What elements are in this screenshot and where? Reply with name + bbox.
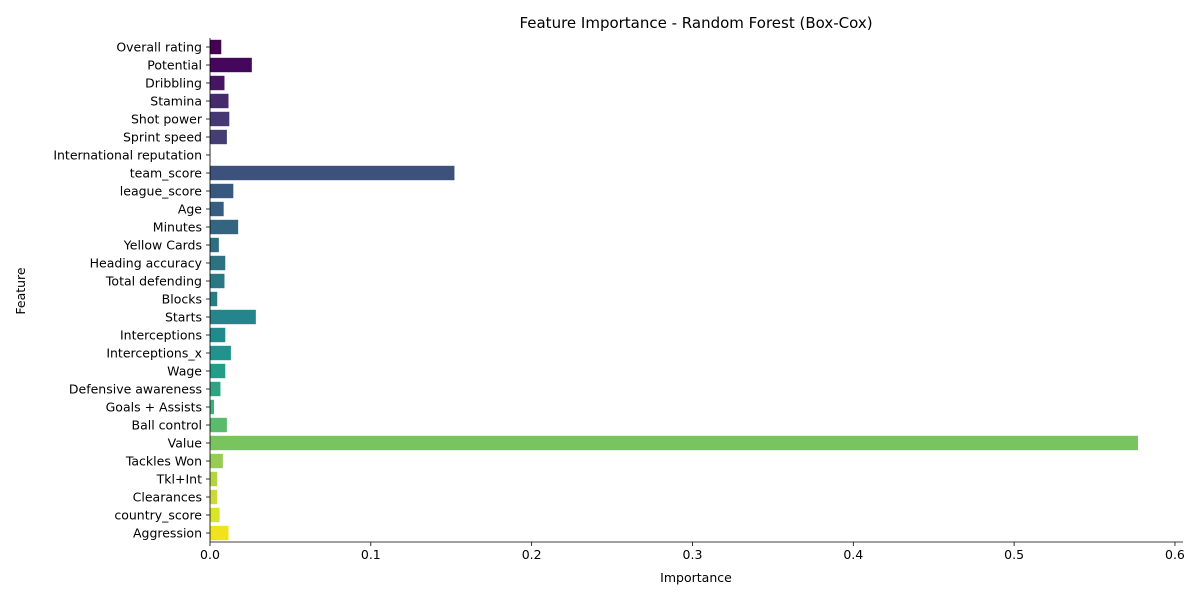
y-tick-label: Tkl+Int (156, 472, 202, 487)
y-tick-label: Blocks (162, 292, 202, 307)
x-tick-label: 0.3 (683, 547, 703, 562)
bar (210, 489, 218, 505)
y-tick-label: Potential (147, 58, 202, 73)
y-tick-label: Interceptions_x (106, 346, 202, 361)
bar (210, 417, 227, 433)
y-tick-label: Stamina (150, 94, 202, 109)
y-tick-label: country_score (114, 508, 202, 523)
y-tick-label: team_score (130, 166, 203, 181)
x-tick-label: 0.5 (1004, 547, 1024, 562)
bar (210, 363, 226, 379)
y-tick-label: Value (168, 436, 203, 451)
bar (210, 201, 224, 217)
y-tick-label: Age (178, 202, 202, 217)
bar (210, 507, 220, 523)
bar (210, 327, 226, 343)
y-tick-label: Dribbling (145, 76, 202, 91)
bar (210, 39, 222, 55)
y-tick-label: Defensive awareness (69, 382, 202, 397)
bar (210, 93, 229, 109)
x-tick-label: 0.6 (1165, 547, 1185, 562)
y-tick-label: Interceptions (120, 328, 202, 343)
bar (210, 219, 239, 235)
y-tick-label: Clearances (133, 490, 202, 505)
y-tick-label: Total defending (105, 274, 202, 289)
y-tick-label: Wage (167, 364, 202, 379)
y-tick-label: Minutes (153, 220, 202, 235)
bar (210, 111, 230, 127)
x-ticks-group: 0.0 0.1 0.2 0.3 0.4 0.5 0.6 (200, 542, 1185, 562)
chart-title: Feature Importance - Random Forest (Box-… (519, 14, 872, 32)
y-axis-label: Feature (13, 267, 28, 315)
bar (210, 381, 221, 397)
bar (210, 453, 223, 469)
bar (210, 165, 455, 181)
y-tick-label: Starts (165, 310, 202, 325)
y-tick-label: Ball control (132, 418, 202, 433)
bar (210, 255, 226, 271)
y-tick-label: Sprint speed (123, 130, 202, 145)
bar (210, 291, 218, 307)
y-tick-label: Yellow Cards (123, 238, 202, 253)
bar (210, 57, 252, 73)
y-ticks-group: Overall rating Potential Dribbling Stamina S… (53, 40, 210, 541)
bar (210, 75, 225, 91)
y-tick-label: Aggression (133, 526, 202, 541)
x-tick-label: 0.0 (200, 547, 220, 562)
bar (210, 399, 215, 415)
bar (210, 345, 231, 361)
bar (210, 183, 234, 199)
bars-group (210, 39, 1138, 541)
y-tick-label: Tackles Won (125, 454, 202, 469)
x-tick-label: 0.1 (361, 547, 381, 562)
bar (210, 471, 218, 487)
x-axis-label: Importance (660, 570, 732, 585)
bar (210, 273, 225, 289)
bar (210, 237, 219, 253)
x-tick-label: 0.4 (843, 547, 863, 562)
y-tick-label: Heading accuracy (90, 256, 203, 271)
bar (210, 129, 227, 145)
y-tick-label: Shot power (131, 112, 203, 127)
y-tick-label: league_score (120, 184, 203, 199)
bar (210, 435, 1138, 451)
x-tick-label: 0.2 (522, 547, 542, 562)
y-tick-label: Goals + Assists (106, 400, 202, 415)
y-tick-label: International reputation (53, 148, 202, 163)
y-tick-label: Overall rating (116, 40, 202, 55)
bar (210, 309, 256, 325)
bar (210, 525, 229, 541)
